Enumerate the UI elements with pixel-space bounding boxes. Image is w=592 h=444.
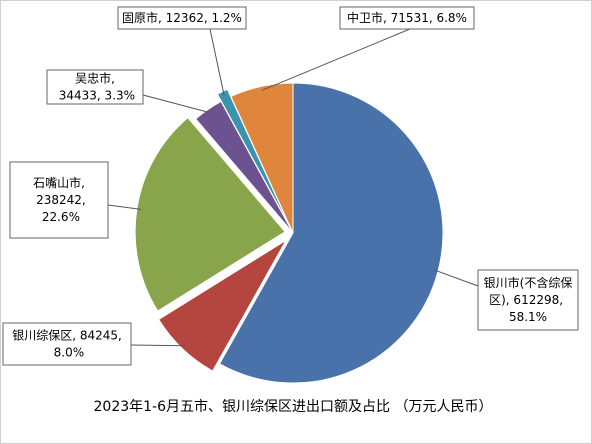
leader-line <box>434 269 479 287</box>
chart-title: 2023年1-6月五市、银川综保区进出口额及占比 （万元人民币） <box>94 398 493 415</box>
data-label: 银川综保区, 84245, 8.0% <box>12 328 122 359</box>
label-box <box>339 6 475 30</box>
leader-line <box>107 204 141 210</box>
leader-line <box>130 344 186 347</box>
data-label: 吴忠市, 34433, 3.3% <box>55 70 135 102</box>
leader-line <box>261 28 411 91</box>
data-label: 石嘴山市, 238242, 22.6% <box>32 175 85 224</box>
pie-slice <box>230 82 294 234</box>
label-box <box>9 161 109 239</box>
label-box <box>477 269 579 331</box>
data-label: 银川市(不含综保区), 612298, 58.1% <box>484 275 573 324</box>
data-label: 中卫市, 71531, 6.8% <box>347 10 467 25</box>
label-box <box>46 69 144 105</box>
leader-line <box>142 94 211 114</box>
label-box <box>2 322 132 366</box>
pie-slice <box>216 88 290 227</box>
pie-slice <box>158 239 287 372</box>
data-label: 固原市, 12362, 1.2% <box>122 10 242 25</box>
leader-line <box>209 28 225 96</box>
label-box <box>117 6 247 30</box>
